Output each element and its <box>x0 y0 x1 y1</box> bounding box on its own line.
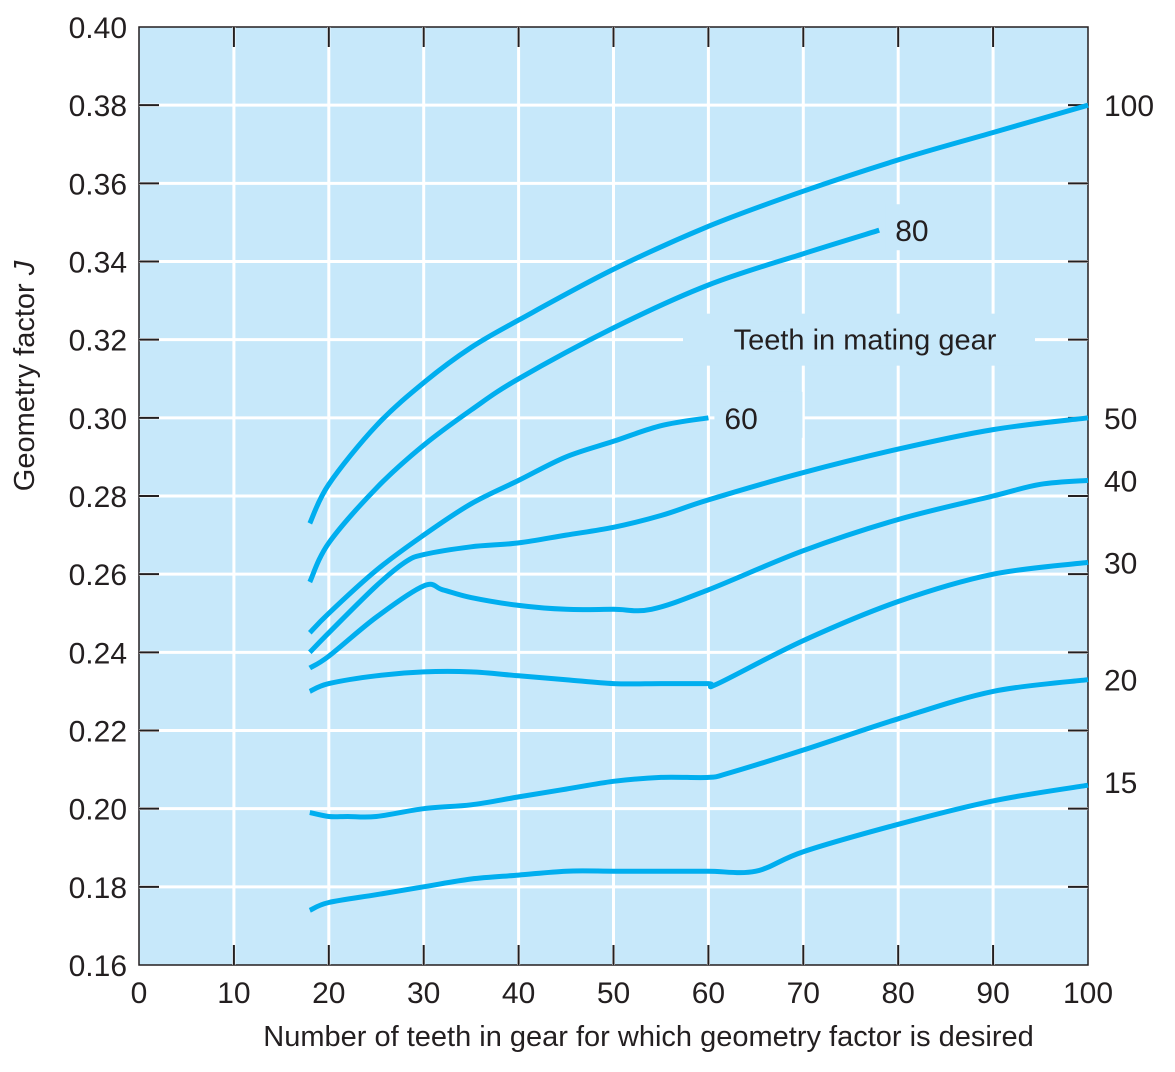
series-label-15: 15 <box>1104 767 1137 800</box>
series-line-100 <box>307 102 1089 525</box>
series-label-100: 100 <box>1104 90 1154 123</box>
series-line-60 <box>307 415 709 635</box>
x-tick-labels: 0 10 20 30 40 50 60 70 80 90 100 <box>131 977 1113 1010</box>
x-tick-label: 10 <box>217 977 250 1010</box>
y-tick-label: 0.26 <box>69 559 127 592</box>
y-tick-label: 0.28 <box>69 481 127 514</box>
x-tick-label: 80 <box>882 977 915 1010</box>
y-tick-labels: 0.16 0.18 0.20 0.22 0.24 0.26 0.28 0.30 0.32 0.34… <box>69 12 127 983</box>
y-tick-label: 0.16 <box>69 950 127 983</box>
grid-lines <box>139 27 1088 965</box>
x-tick-label: 30 <box>407 977 440 1010</box>
series-label-60-gap <box>714 391 803 438</box>
y-tick-label: 0.24 <box>69 637 127 670</box>
x-axis-label: Number of teeth in gear for which geomet… <box>263 1021 1033 1053</box>
series-label-20: 20 <box>1104 665 1137 698</box>
annotation-teeth-in-mating-gear: Teeth in mating gear <box>734 325 997 357</box>
series-lines <box>307 102 1089 913</box>
series-line-50 <box>308 415 1089 655</box>
y-tick-label: 0.30 <box>69 403 127 436</box>
series-line-80 <box>307 227 880 584</box>
series-label-80: 80 <box>895 215 928 248</box>
x-tick-label: 90 <box>976 977 1009 1010</box>
series-line-20 <box>309 677 1089 820</box>
series-line-30 <box>308 559 1089 694</box>
x-tick-label: 70 <box>787 977 820 1010</box>
series-label-50: 50 <box>1104 403 1137 436</box>
series-line-40 <box>308 477 1089 671</box>
x-tick-label: 0 <box>131 977 148 1010</box>
series-label-60: 60 <box>724 403 757 436</box>
y-tick-label: 0.36 <box>69 168 127 201</box>
x-tick-label: 20 <box>312 977 345 1010</box>
y-tick-label: 0.32 <box>69 325 127 358</box>
axis-ticks <box>139 27 1088 965</box>
x-tick-label: 100 <box>1063 977 1113 1010</box>
series-label-40: 40 <box>1104 465 1137 498</box>
y-tick-label: 0.18 <box>69 872 127 905</box>
x-tick-label: 60 <box>692 977 725 1010</box>
annotation-background <box>683 313 1035 366</box>
y-tick-label: 0.20 <box>69 794 127 827</box>
y-tick-label: 0.40 <box>69 12 127 45</box>
y-tick-label: 0.38 <box>69 90 127 123</box>
series-label-30: 30 <box>1104 547 1137 580</box>
y-tick-label: 0.22 <box>69 716 127 749</box>
y-axis-label: Geometry factor J <box>9 260 41 491</box>
y-axis-label-text: Geometry factor <box>9 275 41 491</box>
series-line-15 <box>308 782 1089 913</box>
y-tick-label: 0.34 <box>69 247 127 280</box>
x-tick-label: 40 <box>502 977 535 1010</box>
series-labels: 100 80 60 50 40 30 20 15 <box>724 90 1154 800</box>
x-tick-label: 50 <box>597 977 630 1010</box>
y-axis-label-symbol: J <box>9 260 41 276</box>
series-label-80-gap <box>885 204 946 251</box>
